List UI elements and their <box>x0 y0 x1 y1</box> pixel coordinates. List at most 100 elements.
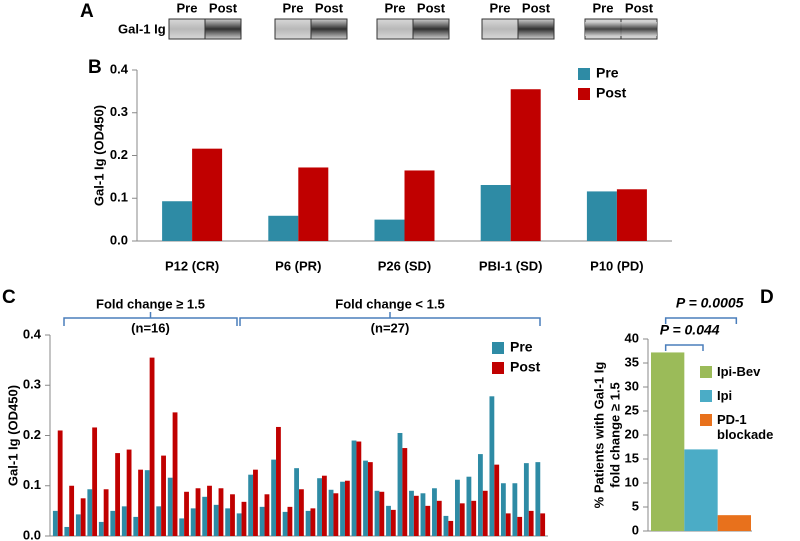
legend-label: Ipi-Bev <box>717 364 761 379</box>
bar <box>294 468 299 536</box>
bar <box>367 462 373 536</box>
bar <box>253 469 258 536</box>
legend-swatch <box>578 88 590 100</box>
y-tick-label: 0.2 <box>110 147 128 162</box>
bar <box>230 494 235 536</box>
bar <box>248 474 254 536</box>
legend-label: Post <box>596 85 627 101</box>
annotation: P = 0.044 <box>660 322 720 338</box>
bar <box>477 454 483 536</box>
blot-lane-label: Post <box>625 0 654 15</box>
bar <box>540 513 546 536</box>
bracket <box>664 344 704 351</box>
bar <box>500 483 506 536</box>
blot-row-label: Gal-1 Ig <box>118 21 166 36</box>
blot-pre <box>168 18 206 40</box>
panel-label: A <box>80 1 94 22</box>
bar <box>482 490 488 536</box>
blot-post <box>412 18 450 40</box>
bar <box>195 488 201 536</box>
bar <box>404 170 435 241</box>
bar <box>162 201 193 241</box>
y-tick-label: 40 <box>625 330 639 345</box>
bar <box>374 490 380 536</box>
y-tick-label: 0.4 <box>23 326 42 341</box>
y-tick-label: 0.2 <box>23 427 41 442</box>
brace <box>239 312 541 326</box>
bar <box>586 191 617 241</box>
bar <box>455 479 460 536</box>
bar <box>386 505 391 536</box>
legend-swatch <box>492 362 504 374</box>
x-tick-label: P26 (SD) <box>378 258 431 273</box>
y-tick-label: 5 <box>632 498 639 513</box>
bar <box>333 493 339 536</box>
annotation: Fold change ≥ 1.5 <box>96 296 205 311</box>
legend-swatch <box>700 366 712 378</box>
bar <box>69 485 75 536</box>
x-tick-label: P12 (CR) <box>165 258 219 273</box>
bar <box>207 485 212 536</box>
bar <box>494 464 500 536</box>
bar <box>390 509 396 536</box>
bar <box>397 432 403 536</box>
blot-lane-label: Post <box>522 0 551 15</box>
y-tick-label: 35 <box>625 354 639 369</box>
bar <box>57 430 63 536</box>
bar <box>92 427 98 536</box>
y-tick-label: 0.4 <box>110 61 129 76</box>
bar <box>321 475 327 536</box>
bar <box>236 513 242 536</box>
blot-lane-label: Pre <box>283 0 304 15</box>
bar <box>156 506 162 536</box>
bar <box>126 449 132 536</box>
bar <box>717 515 751 531</box>
bar <box>190 508 196 536</box>
brace <box>63 312 238 326</box>
bar <box>87 489 93 536</box>
legend-swatch <box>578 68 590 80</box>
bar <box>218 488 224 536</box>
bar <box>489 396 495 536</box>
blot-lane-label: Pre <box>177 0 198 15</box>
annotation: (n=27) <box>371 320 410 335</box>
panel-label: C <box>2 287 16 308</box>
y-axis-label: Gal-1 Ig (OD450) <box>91 105 106 206</box>
bar <box>459 503 465 536</box>
y-axis-label: fold change ≥ 1.5 <box>607 382 622 487</box>
bar <box>448 520 454 536</box>
bar <box>241 501 247 536</box>
bar <box>379 491 385 536</box>
y-axis-label: Gal-1 Ig (OD450) <box>5 385 20 486</box>
blot-lane-label: Post <box>417 0 446 15</box>
bar <box>271 459 277 536</box>
bar <box>299 489 304 536</box>
bar <box>480 184 511 241</box>
bar <box>184 491 189 536</box>
blot-post <box>310 18 348 40</box>
bar <box>512 483 518 536</box>
legend-label: Pre <box>596 65 619 81</box>
bar <box>103 489 109 536</box>
legend-swatch <box>700 390 712 402</box>
bar <box>340 481 345 536</box>
legend-label: Post <box>510 359 541 375</box>
bar <box>471 500 477 536</box>
bracket <box>664 317 738 324</box>
blot-pre <box>481 18 519 40</box>
bar <box>510 89 541 241</box>
bar <box>351 440 357 536</box>
y-tick-label: 30 <box>625 378 639 393</box>
bar <box>287 506 293 536</box>
legend-swatch <box>492 342 504 354</box>
bar <box>443 515 449 536</box>
legend-label: Ipi <box>717 388 733 403</box>
bar <box>133 516 139 536</box>
blot-post <box>204 18 242 40</box>
legend-label: PD-1 blockade <box>717 412 774 442</box>
blot-lane-label: Post <box>315 0 344 15</box>
bar <box>505 513 511 536</box>
y-tick-label: 0.0 <box>23 527 41 541</box>
